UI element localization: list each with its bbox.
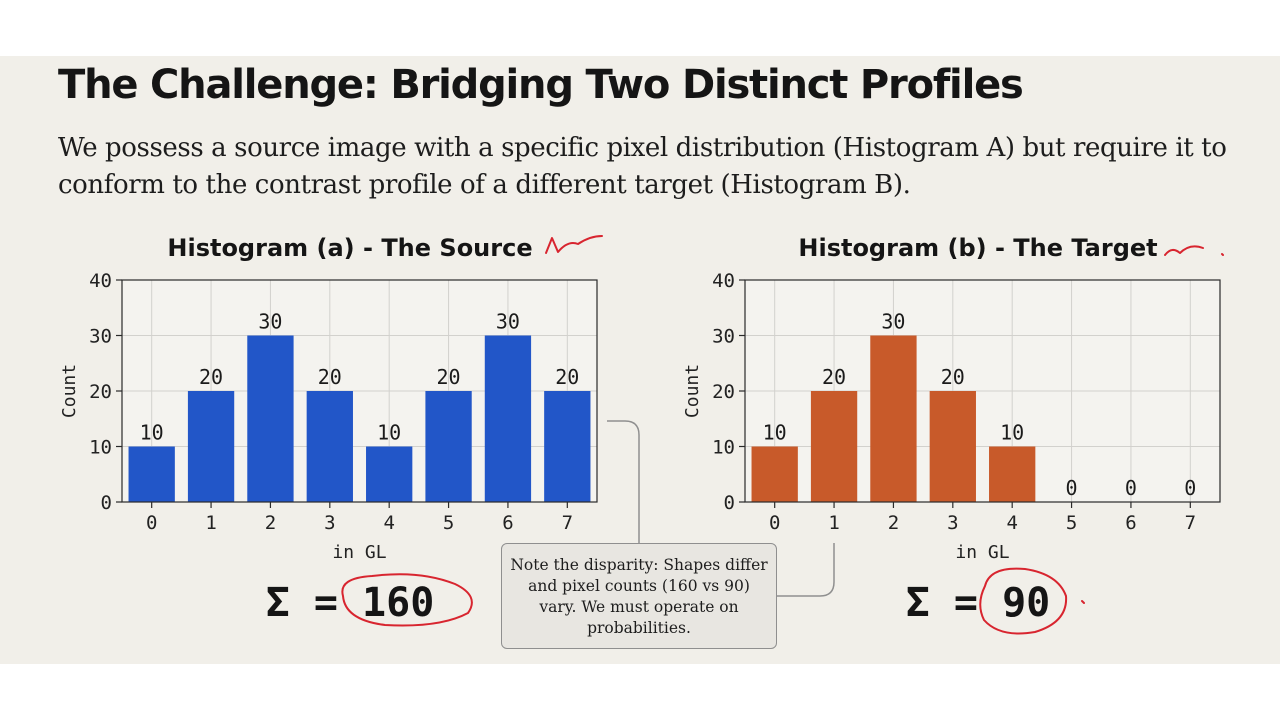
slide-title: The Challenge: Bridging Two Distinct Pro… bbox=[58, 62, 1024, 108]
bar-2 bbox=[870, 335, 917, 502]
bar-7 bbox=[544, 391, 591, 502]
chart-title: Histogram (a) - The Source bbox=[167, 234, 532, 262]
bar-1 bbox=[810, 391, 858, 502]
bar-3 bbox=[929, 391, 976, 502]
data-label-6: 30 bbox=[496, 310, 520, 334]
bar-3 bbox=[306, 391, 353, 502]
x-tick-label: 4 bbox=[383, 512, 394, 534]
y-tick-label: 0 bbox=[101, 492, 112, 514]
sum-label: Σ = 90 bbox=[906, 580, 1051, 626]
checkmark-annotation-b bbox=[1164, 245, 1224, 256]
y-axis-label: Count bbox=[59, 364, 80, 418]
sum-label: Σ = 160 bbox=[266, 580, 435, 626]
histogram-a: 10 20 30 20 10 20 30 20 0 10 20 30 40 0 1 2 3 4 5 6 7 in GL Co… bbox=[59, 234, 598, 626]
data-label-3: 20 bbox=[941, 365, 965, 389]
bar-0 bbox=[751, 446, 798, 502]
histogram-b: 10 20 30 20 10 0 0 0 0 10 20 30 40 0 1 2 3 4 5 6 7 in GL Count… bbox=[682, 234, 1221, 626]
x-tick-label: 4 bbox=[1006, 512, 1017, 534]
x-tick-label: 7 bbox=[1185, 512, 1196, 534]
data-label-0: 10 bbox=[140, 421, 164, 445]
y-tick-label: 20 bbox=[89, 381, 112, 403]
x-axis-label: in GL bbox=[332, 542, 386, 563]
x-tick-label: 0 bbox=[769, 512, 780, 534]
circle-annotation-sum-b bbox=[979, 567, 1085, 635]
data-label-4: 10 bbox=[1000, 421, 1024, 445]
note-connector-b bbox=[777, 543, 835, 597]
bar-0 bbox=[128, 446, 175, 502]
x-axis-label: in GL bbox=[955, 542, 1009, 563]
x-tick-label: 1 bbox=[205, 512, 216, 534]
slide-subtitle: We possess a source image with a specifi… bbox=[58, 133, 1227, 200]
y-tick-label: 30 bbox=[712, 326, 735, 348]
x-tick-label: 6 bbox=[1125, 512, 1136, 534]
data-label-0: 10 bbox=[763, 421, 787, 445]
y-tick-label: 10 bbox=[712, 437, 735, 459]
circle-annotation-sum-a bbox=[341, 573, 473, 627]
data-label-1: 20 bbox=[199, 365, 223, 389]
x-tick-label: 3 bbox=[324, 512, 335, 534]
data-label-2: 30 bbox=[881, 310, 905, 334]
x-tick-label: 2 bbox=[888, 512, 899, 534]
chart-title: Histogram (b) - The Target bbox=[798, 234, 1157, 262]
data-label-4: 10 bbox=[377, 421, 401, 445]
x-tick-label: 3 bbox=[947, 512, 958, 534]
data-label-1: 20 bbox=[822, 365, 846, 389]
y-axis-label: Count bbox=[682, 364, 703, 418]
bar-6 bbox=[484, 335, 532, 502]
x-tick-label: 1 bbox=[828, 512, 839, 534]
y-tick-label: 30 bbox=[89, 326, 112, 348]
data-label-7: 20 bbox=[555, 365, 579, 389]
data-label-5: 0 bbox=[1066, 476, 1078, 500]
data-label-7: 0 bbox=[1184, 476, 1196, 500]
data-label-2: 30 bbox=[258, 310, 282, 334]
x-tick-label: 2 bbox=[265, 512, 276, 534]
x-tick-label: 6 bbox=[502, 512, 513, 534]
y-tick-label: 40 bbox=[712, 270, 735, 292]
bar-4 bbox=[989, 446, 1036, 502]
data-label-3: 20 bbox=[318, 365, 342, 389]
data-label-6: 0 bbox=[1125, 476, 1137, 500]
x-tick-label: 7 bbox=[562, 512, 573, 534]
bar-1 bbox=[187, 391, 235, 502]
data-label-5: 20 bbox=[437, 365, 461, 389]
x-tick-label: 5 bbox=[443, 512, 454, 534]
x-tick-label: 0 bbox=[146, 512, 157, 534]
handwritten-annotations bbox=[341, 235, 1224, 635]
bar-2 bbox=[247, 335, 294, 502]
bar-4 bbox=[366, 446, 413, 502]
disparity-note: Note the disparity: Shapes differ and pi… bbox=[501, 543, 777, 649]
x-tick-label: 5 bbox=[1066, 512, 1077, 534]
y-tick-label: 20 bbox=[712, 381, 735, 403]
y-tick-label: 40 bbox=[89, 270, 112, 292]
y-tick-label: 10 bbox=[89, 437, 112, 459]
note-connector-a bbox=[607, 420, 640, 543]
y-tick-label: 0 bbox=[724, 492, 735, 514]
checkmark-annotation-a bbox=[545, 235, 603, 254]
bar-5 bbox=[425, 391, 472, 502]
